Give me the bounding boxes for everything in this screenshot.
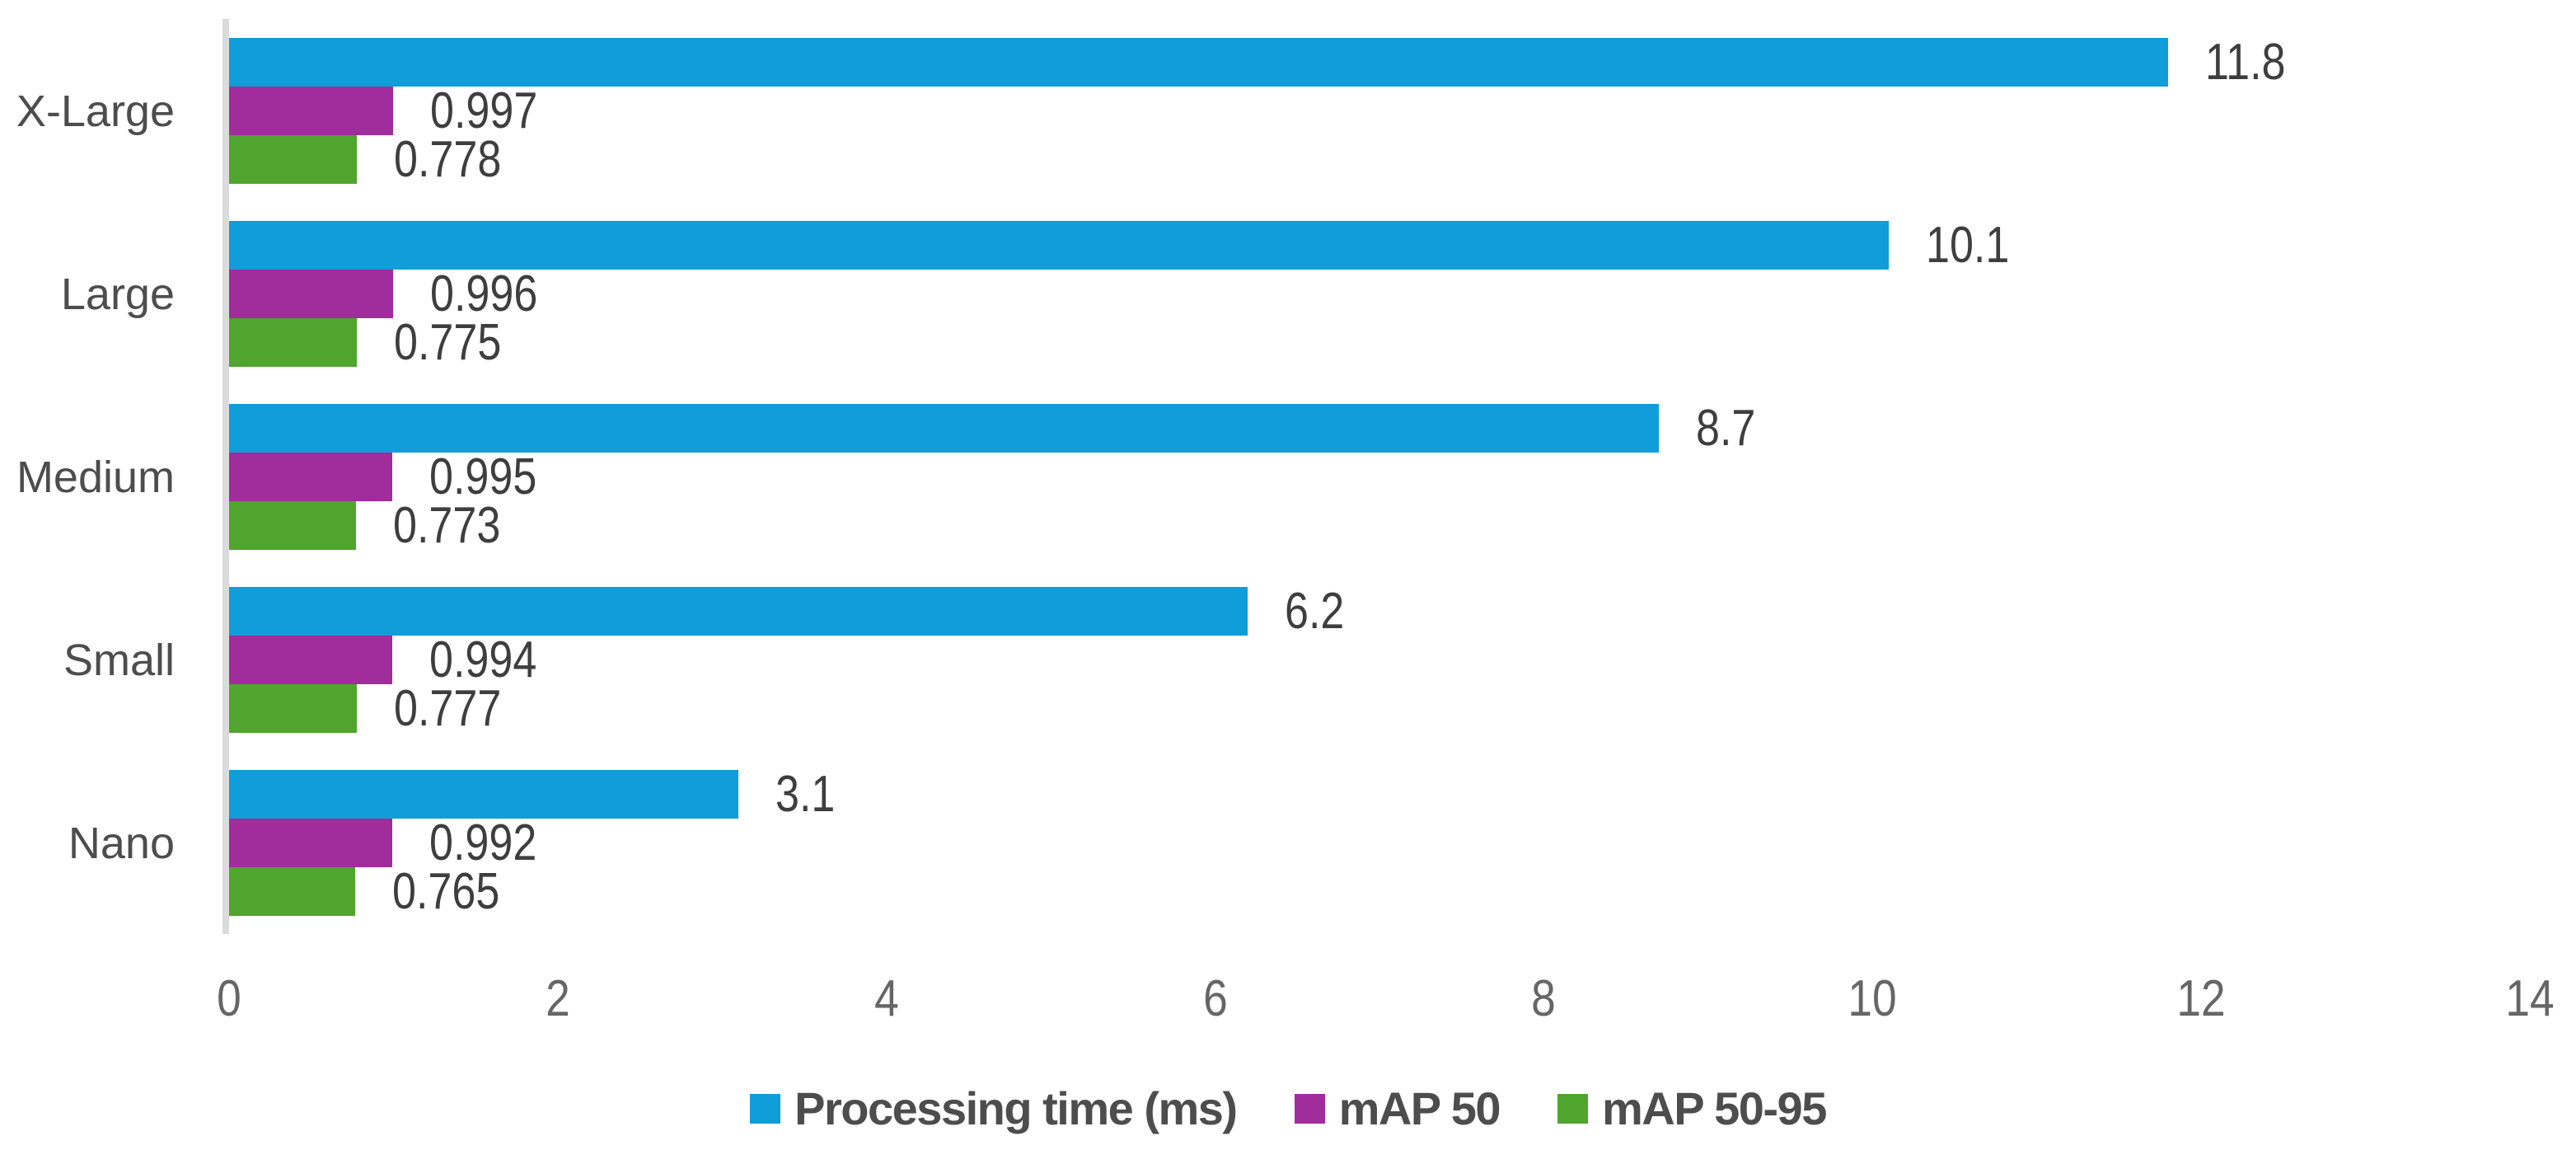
value-label: 0.996 [430,265,538,322]
legend-item-map-50: mAP 50 [1294,1082,1501,1135]
bar-processing-time-ms-medium [229,404,1659,453]
value-label: 0.997 [430,82,538,139]
bar-processing-time-ms-x-large [229,38,2168,87]
legend-label: mAP 50-95 [1601,1082,1827,1134]
value-label: 0.765 [392,863,500,920]
x-tick-label: 8 [1531,970,1557,1027]
category-label-nano: Nano [68,818,175,868]
bar-processing-time-ms-small [229,587,1248,636]
value-label: 0.995 [429,448,537,505]
y-axis-line [222,19,229,934]
legend-label: Processing time (ms) [794,1082,1238,1134]
value-label: 0.994 [429,631,537,688]
value-label: 6.2 [1285,583,1345,640]
value-label: 11.8 [2205,34,2286,91]
legend-swatch-icon [750,1093,781,1124]
bar-map-50-95-large [229,318,357,367]
value-label: 3.1 [775,766,836,823]
bar-map-50-nano [229,819,392,867]
x-tick-label: 4 [873,970,899,1027]
category-label-large: Large [60,269,175,319]
x-tick-label: 12 [2176,970,2226,1027]
bar-processing-time-ms-large [229,221,1889,270]
bar-map-50-95-x-large [229,135,357,184]
legend-item-processing-time-ms: Processing time (ms) [750,1082,1238,1135]
legend-item-map-50-95: mAP 50-95 [1557,1082,1827,1135]
value-label: 0.778 [394,131,502,188]
legend-swatch-icon [1557,1093,1588,1124]
bar-map-50-large [229,270,393,318]
bar-map-50-x-large [229,87,393,135]
legend: Processing time (ms) mAP 50 mAP 50-95 [0,1082,2576,1135]
bar-processing-time-ms-nano [229,770,738,819]
x-tick-label: 0 [217,970,241,1027]
x-tick-label: 2 [546,970,570,1027]
x-tick-label: 10 [1848,970,1897,1027]
category-label-small: Small [63,635,175,685]
bar-map-50-95-nano [229,867,355,916]
legend-swatch-icon [1294,1093,1325,1124]
category-label-medium: Medium [16,452,175,502]
bar-map-50-small [229,636,392,684]
legend-label: mAP 50 [1338,1082,1501,1134]
bar-map-50-medium [229,453,392,501]
value-label: 0.992 [429,814,537,871]
bar-map-50-95-medium [229,501,356,550]
value-label: 0.773 [393,497,501,554]
value-label: 8.7 [1696,400,1756,457]
x-tick-label: 14 [2505,970,2555,1027]
bar-map-50-95-small [229,684,357,733]
x-tick-label: 6 [1202,970,1228,1027]
value-label: 10.1 [1926,217,2010,274]
value-label: 0.777 [394,680,502,737]
value-label: 0.775 [394,314,502,371]
category-label-x-large: X-Large [16,86,175,136]
